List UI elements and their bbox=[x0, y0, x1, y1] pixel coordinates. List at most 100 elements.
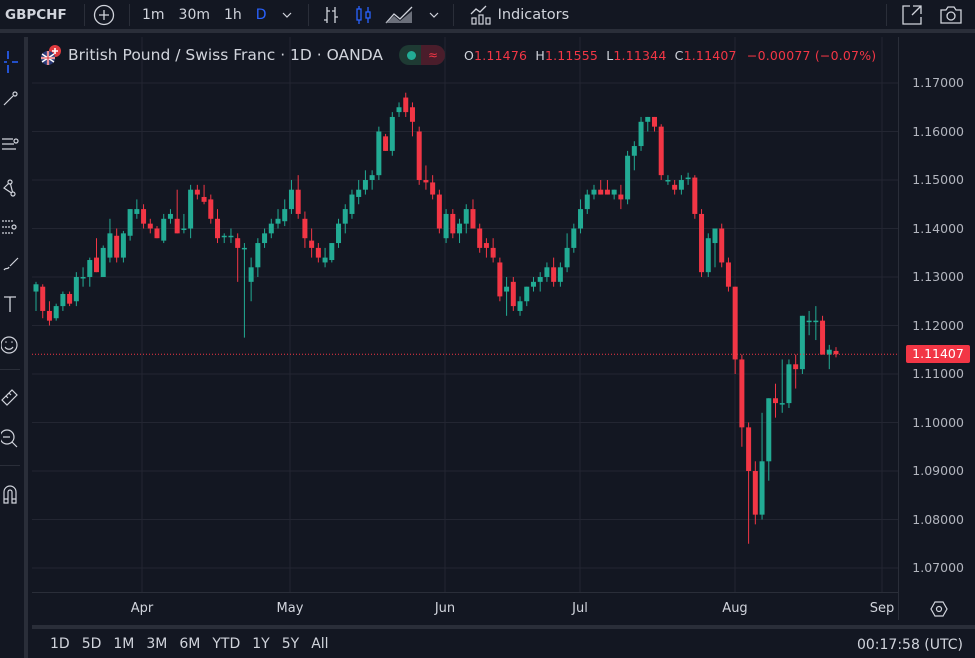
axis-settings-button[interactable] bbox=[930, 600, 948, 618]
time-tick-label: Apr bbox=[130, 601, 154, 616]
trendline-button[interactable] bbox=[0, 88, 22, 110]
time-tick-label: Jun bbox=[434, 601, 456, 616]
time-tick-label: Aug bbox=[722, 601, 748, 616]
top-toolbar: GBPCHF 1m 30m 1h D Indicators bbox=[0, 0, 975, 33]
price-tick-label: 1.07000 bbox=[912, 560, 964, 575]
area-chart-icon bbox=[385, 6, 413, 23]
divider bbox=[0, 465, 20, 466]
low-label: L bbox=[606, 48, 614, 63]
chevron-down-icon bbox=[429, 12, 438, 18]
ohlc-values: O1.11476 H1.11555 L1.11344 C1.11407 −0.0… bbox=[464, 48, 876, 63]
projection-button[interactable] bbox=[0, 216, 22, 238]
range-3m[interactable]: 3M bbox=[146, 635, 168, 652]
time-tick-label: Sep bbox=[869, 601, 895, 616]
camera-icon bbox=[940, 5, 962, 24]
chart-pane[interactable] bbox=[32, 37, 898, 620]
time-tick-label: Jul bbox=[572, 601, 588, 616]
indicators-icon bbox=[470, 5, 491, 25]
text-button[interactable] bbox=[0, 293, 22, 315]
high-label: H bbox=[535, 48, 545, 63]
trendline-icon bbox=[3, 91, 18, 106]
bar-chart-icon bbox=[323, 6, 338, 23]
candles-icon bbox=[355, 5, 371, 24]
zoom-button[interactable] bbox=[0, 428, 22, 450]
candlestick-chart bbox=[32, 37, 898, 592]
range-1m[interactable]: 1M bbox=[113, 635, 135, 652]
range-1d[interactable]: 1D bbox=[50, 635, 70, 652]
crosshair-button[interactable] bbox=[0, 51, 22, 73]
range-5y[interactable]: 5Y bbox=[281, 635, 300, 652]
text-icon bbox=[4, 296, 16, 312]
range-all[interactable]: All bbox=[311, 635, 329, 652]
price-tick-label: 1.17000 bbox=[912, 75, 964, 90]
price-tick-label: 1.14000 bbox=[912, 220, 964, 236]
interval-d[interactable]: D bbox=[255, 6, 267, 23]
divider bbox=[307, 3, 309, 26]
fib-button[interactable] bbox=[0, 133, 22, 155]
emoji-icon bbox=[1, 336, 18, 354]
open-value: 1.11476 bbox=[474, 48, 528, 63]
date-range-bar: 1D 5D 1M 3M 6M YTD 1Y 5Y All 00:17:58 (U… bbox=[32, 625, 975, 658]
indicators-button[interactable]: Indicators bbox=[454, 0, 578, 29]
time-tick-label: May bbox=[276, 601, 304, 616]
add-symbol-button[interactable] bbox=[83, 0, 125, 29]
chart-type-dropdown[interactable] bbox=[419, 0, 449, 29]
high-value: 1.11555 bbox=[544, 48, 599, 63]
data-delay-icon: ≈ bbox=[421, 45, 446, 65]
price-tick-label: 1.15000 bbox=[912, 172, 964, 187]
magnet-button[interactable] bbox=[0, 483, 22, 505]
interval-1h[interactable]: 1h bbox=[224, 6, 242, 23]
projection-icon bbox=[2, 220, 17, 234]
drawing-toolbar bbox=[0, 37, 28, 658]
interval-1m[interactable]: 1m bbox=[142, 6, 165, 23]
settings-hexagon-icon bbox=[930, 601, 948, 617]
low-value: 1.11344 bbox=[613, 48, 667, 63]
gbp-chf-flag-icon bbox=[41, 45, 61, 65]
divider bbox=[886, 3, 887, 26]
price-tick-label: 1.16000 bbox=[912, 123, 964, 139]
crosshair-icon bbox=[4, 51, 18, 73]
divider bbox=[129, 3, 130, 26]
market-status-badge[interactable]: ≈ bbox=[399, 45, 446, 65]
fib-icon bbox=[2, 138, 19, 150]
interval-30m[interactable]: 30m bbox=[178, 6, 210, 23]
symbol-button[interactable]: GBPCHF bbox=[5, 6, 67, 23]
change-value: −0.00077 (−0.07%) bbox=[746, 48, 877, 63]
screenshot-button[interactable] bbox=[933, 0, 975, 29]
pattern-button[interactable] bbox=[0, 177, 22, 199]
interval-dropdown[interactable] bbox=[274, 0, 300, 29]
price-tick-label: 1.13000 bbox=[912, 269, 964, 284]
range-ytd[interactable]: YTD bbox=[212, 635, 241, 652]
brush-button[interactable] bbox=[0, 254, 22, 276]
chart-legend: British Pound / Swiss Franc · 1D · OANDA… bbox=[40, 44, 446, 66]
ruler-icon bbox=[1, 389, 18, 406]
add-symbol-icon bbox=[93, 4, 115, 25]
ruler-button[interactable] bbox=[0, 386, 22, 408]
price-tick-label: 1.09000 bbox=[912, 463, 964, 478]
range-5d[interactable]: 5D bbox=[81, 635, 102, 652]
close-value: 1.11407 bbox=[683, 48, 737, 63]
last-price-badge: 1.11407 bbox=[906, 345, 970, 364]
magnet-icon bbox=[3, 485, 17, 504]
range-1y[interactable]: 1Y bbox=[252, 635, 270, 652]
fullscreen-icon bbox=[902, 4, 922, 25]
fullscreen-button[interactable] bbox=[887, 0, 933, 29]
divider bbox=[84, 3, 85, 26]
emoji-button[interactable] bbox=[0, 334, 22, 356]
chart-title[interactable]: British Pound / Swiss Franc · 1D · OANDA bbox=[68, 46, 384, 64]
price-tick-label: 1.08000 bbox=[912, 511, 964, 527]
candles-button[interactable] bbox=[349, 0, 379, 29]
price-tick-label: 1.12000 bbox=[912, 317, 964, 333]
zoom-icon bbox=[1, 429, 18, 448]
divider bbox=[452, 3, 454, 26]
price-axis[interactable]: 1.17000 1.16000 1.15000 1.14000 1.13000 1.120… bbox=[898, 37, 975, 620]
price-tick-label: 1.10000 bbox=[912, 414, 964, 430]
brush-icon bbox=[3, 257, 19, 271]
bar-chart-button[interactable] bbox=[309, 0, 349, 29]
market-open-dot-icon bbox=[407, 50, 417, 60]
utc-clock[interactable]: 00:17:58 (UTC) bbox=[856, 637, 963, 653]
time-axis-divider bbox=[32, 592, 898, 593]
price-tick-label: 1.11000 bbox=[912, 366, 964, 381]
range-6m[interactable]: 6M bbox=[179, 635, 201, 652]
area-chart-button[interactable] bbox=[379, 0, 419, 29]
